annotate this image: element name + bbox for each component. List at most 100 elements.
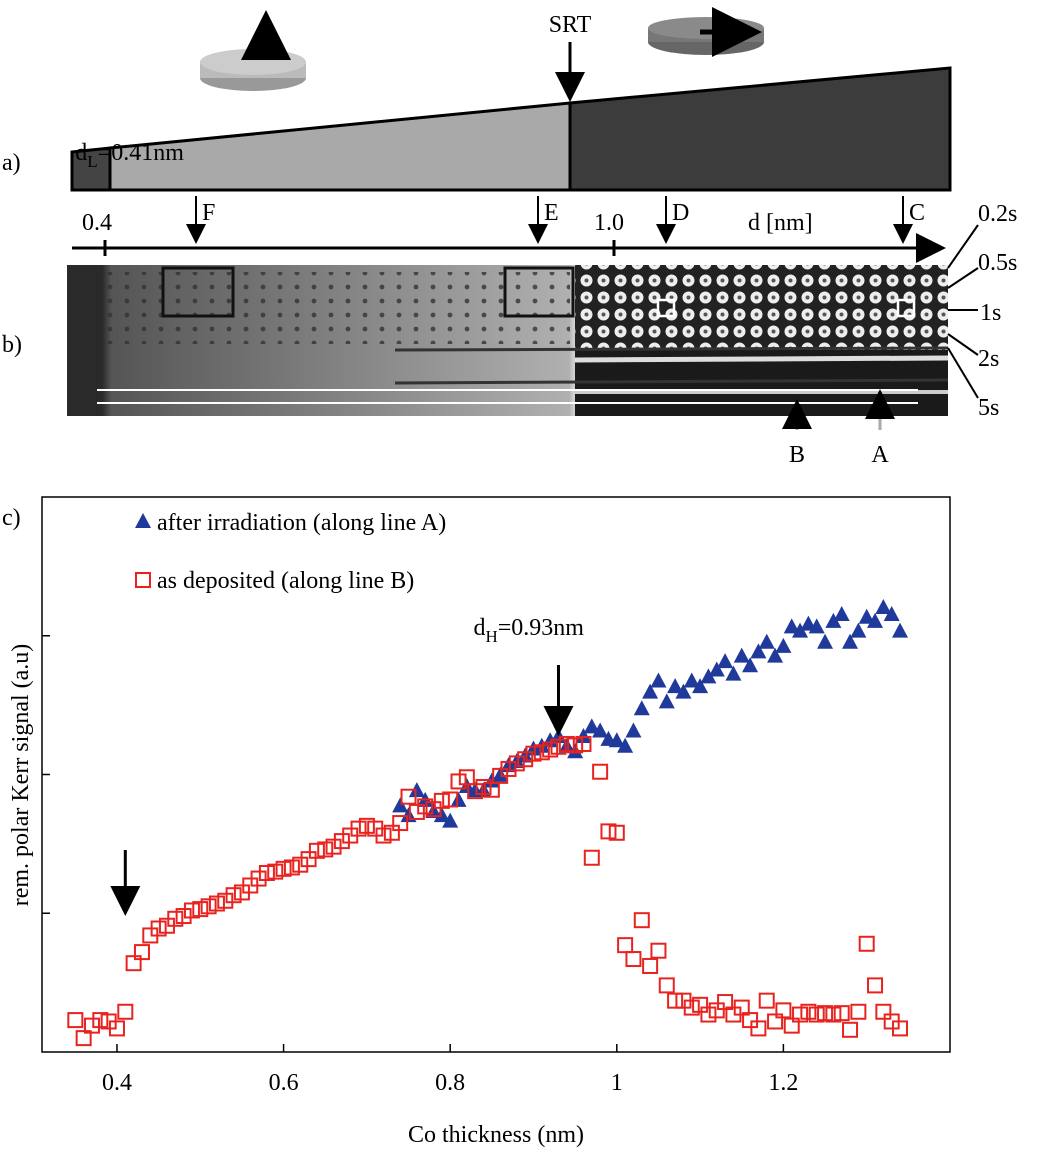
point: [617, 737, 634, 753]
point: [750, 643, 767, 659]
point: [608, 824, 625, 841]
point: [217, 892, 234, 909]
point: [817, 633, 834, 649]
point: [517, 751, 534, 768]
point: [567, 743, 584, 759]
point: [433, 792, 450, 809]
dose-label: 0.2s: [978, 201, 1017, 227]
point: [717, 994, 734, 1011]
point: [108, 1020, 125, 1037]
point: [808, 1006, 825, 1023]
point: [750, 1020, 767, 1037]
point: [183, 902, 200, 919]
thickness-scale: [72, 196, 946, 263]
point: [542, 741, 559, 758]
annotation-base: d: [75, 140, 87, 166]
point: [508, 755, 525, 772]
point: [850, 1003, 867, 1020]
point: [408, 803, 425, 820]
point: [92, 1012, 109, 1029]
x-tick-label: 0.6: [269, 1070, 299, 1096]
point: [692, 996, 709, 1013]
scale-tick-label: 1.0: [594, 210, 624, 236]
point: [175, 908, 192, 925]
point: [767, 1013, 784, 1030]
panel-label: c): [2, 505, 21, 531]
point: [442, 812, 459, 828]
point: [325, 838, 342, 855]
point: [508, 753, 525, 769]
annotation-rest: =0.41nm: [98, 140, 185, 166]
point: [892, 622, 909, 638]
point: [583, 718, 600, 734]
dose-label: 2s: [978, 346, 999, 372]
point: [625, 722, 642, 738]
point: [858, 608, 875, 624]
point: [125, 955, 142, 972]
point: [633, 912, 650, 929]
series: [67, 735, 909, 1047]
point: [875, 599, 892, 614]
point: [417, 798, 434, 815]
point: [467, 783, 484, 800]
point: [350, 820, 367, 837]
point: [75, 1030, 92, 1047]
point: [742, 1012, 759, 1029]
position-label: F: [202, 200, 215, 226]
point: [592, 722, 609, 738]
point: [550, 738, 567, 755]
point: [892, 1020, 909, 1037]
point: [783, 1017, 800, 1034]
point: [808, 618, 825, 634]
point: [383, 824, 400, 841]
point: [592, 763, 609, 780]
point: [525, 745, 542, 762]
point: [833, 1005, 850, 1022]
y-axis-label: rem. polar Kerr signal (a.u): [8, 644, 34, 907]
point: [225, 887, 242, 904]
point: [458, 769, 475, 786]
point: [683, 999, 700, 1016]
point: [867, 612, 884, 628]
point: [800, 1003, 817, 1020]
point: [867, 977, 884, 994]
legend-label: after irradiation (along line A): [157, 510, 446, 536]
position-label: D: [672, 200, 689, 226]
point: [450, 773, 467, 790]
point: [442, 791, 459, 808]
legend-marker: [135, 572, 151, 588]
point: [833, 605, 850, 621]
point: [650, 672, 667, 688]
point: [133, 944, 150, 961]
point: [192, 901, 209, 918]
point: [783, 618, 800, 634]
point: [842, 633, 859, 649]
annotation: dL=0.41nm: [75, 140, 184, 171]
srt-label: SRT: [549, 12, 592, 38]
point: [658, 693, 675, 709]
point: [758, 992, 775, 1009]
point: [883, 605, 900, 621]
series: [392, 599, 909, 828]
point: [492, 766, 509, 782]
point: [475, 778, 492, 795]
point: [817, 1005, 834, 1022]
point: [392, 797, 409, 813]
point: [675, 683, 692, 699]
point: [517, 747, 534, 763]
point: [708, 1002, 725, 1019]
point: [258, 865, 275, 882]
line-label: B: [789, 442, 805, 468]
annotation: dH=0.93nm: [473, 615, 584, 646]
point: [667, 992, 684, 1009]
point: [450, 791, 467, 807]
point: [250, 870, 267, 887]
point: [433, 807, 450, 823]
point: [408, 782, 425, 798]
point: [558, 735, 575, 752]
point: [117, 1003, 134, 1020]
x-axis-label: Co thickness (nm): [408, 1122, 584, 1148]
point: [875, 1003, 892, 1020]
point: [733, 647, 750, 663]
wedge-schematic: [70, 7, 952, 192]
